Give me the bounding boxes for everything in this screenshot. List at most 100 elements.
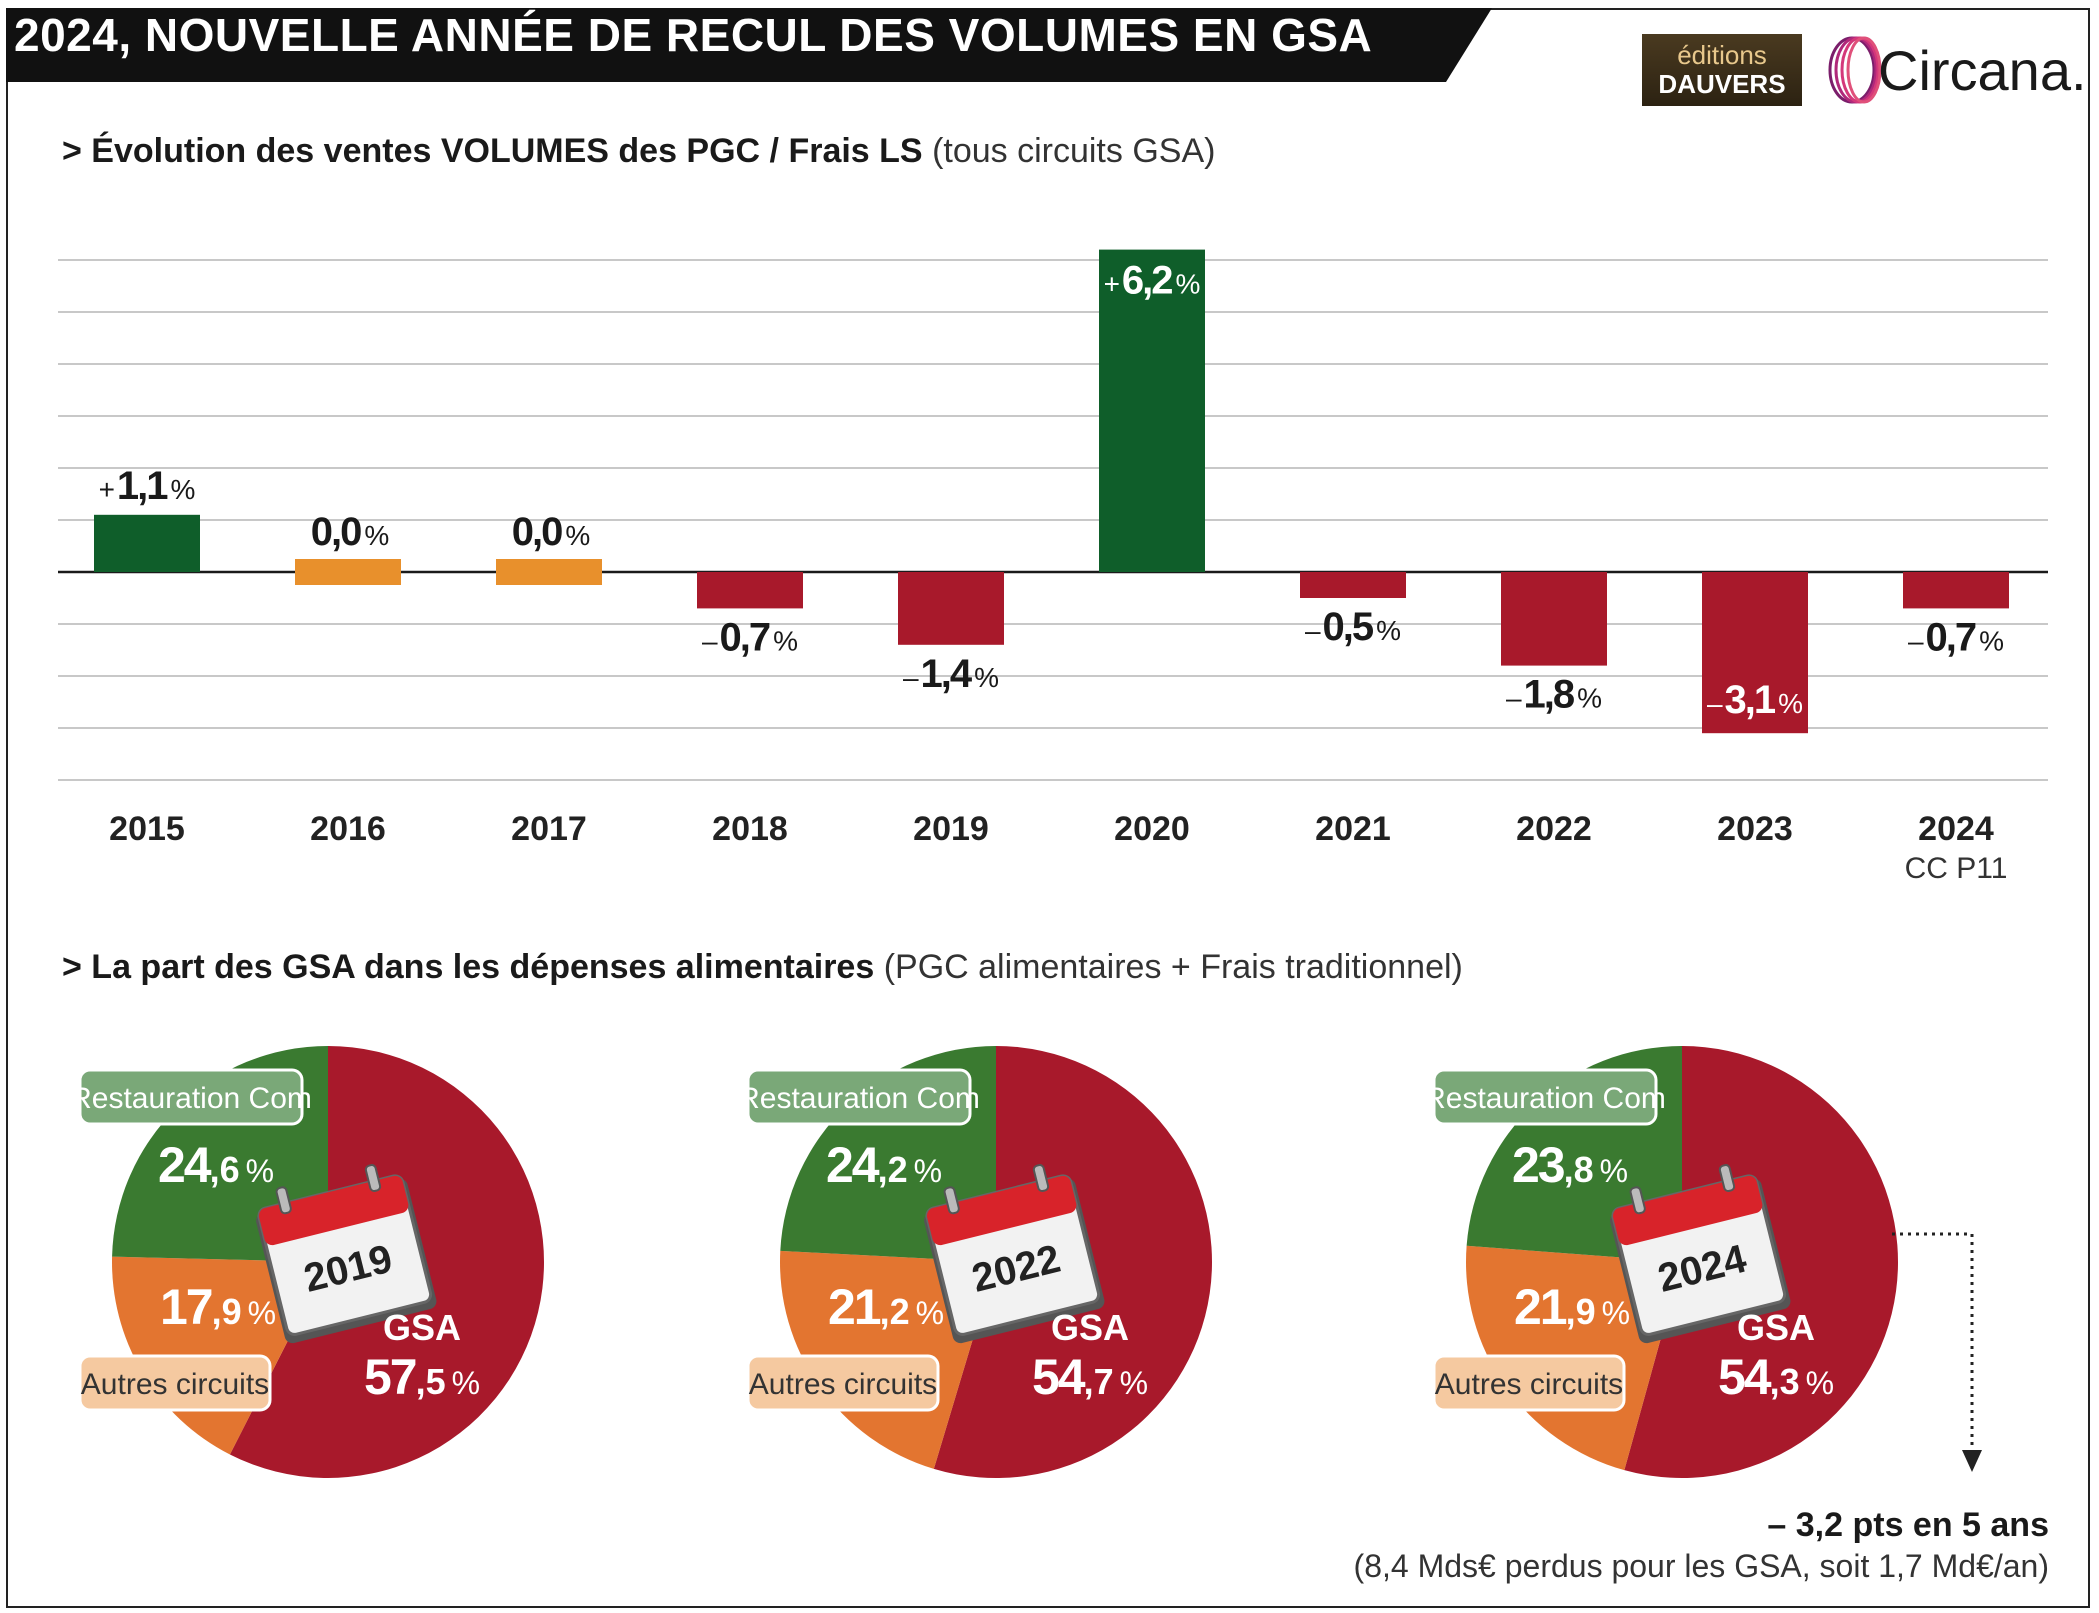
pie-value-unit: % bbox=[914, 1153, 942, 1189]
bar-2016 bbox=[295, 559, 401, 585]
footnote-main: – 3,2 pts en 5 ans bbox=[1767, 1506, 2049, 1544]
pie-gsa-label: GSA bbox=[1737, 1307, 1815, 1348]
pie-value-dec: ,8 bbox=[1564, 1149, 1594, 1190]
bar-year-label: 2023 bbox=[1717, 810, 1793, 848]
pie-value-unit: % bbox=[1600, 1153, 1628, 1189]
bar-value-unit: % bbox=[1577, 683, 1602, 714]
pie-gsa-label: GSA bbox=[1051, 1307, 1129, 1348]
bar-value-unit: % bbox=[974, 662, 999, 693]
pie-value-unit: % bbox=[246, 1153, 274, 1189]
pie-value-dec: ,5 bbox=[416, 1361, 446, 1402]
pie-value-label: 57,5% bbox=[364, 1349, 480, 1405]
circana-rings-icon bbox=[1828, 36, 1882, 104]
logo-dauvers: éditions DAUVERS bbox=[1642, 34, 1802, 106]
section1-title: > Évolution des ventes VOLUMES des PGC /… bbox=[62, 132, 923, 170]
pie-value-unit: % bbox=[1602, 1295, 1630, 1331]
bar-year-label: 2019 bbox=[913, 810, 989, 848]
bar-value-label: +6,2% bbox=[1104, 259, 1201, 303]
calendar-header bbox=[1612, 1175, 1763, 1246]
bar-value-unit: % bbox=[1778, 688, 1803, 719]
pie-value-dec: ,6 bbox=[210, 1149, 240, 1190]
bar-value-unit: % bbox=[565, 520, 590, 551]
bar-value-label: –0,7% bbox=[1908, 615, 2004, 659]
pie-value-label: 21,9% bbox=[1514, 1279, 1630, 1335]
bar-value-label: –0,7% bbox=[702, 615, 798, 659]
bar-2019 bbox=[898, 572, 1004, 645]
bar-value-sign: – bbox=[1305, 615, 1321, 646]
bar-2023 bbox=[1702, 572, 1808, 734]
bar-year-label: 2022 bbox=[1516, 810, 1592, 848]
bar-marks: +1,1 %0,0% 0,0 %–0,7 %–1,4 %+6,2 %–0,5 %–1,8% –3… bbox=[94, 249, 2009, 734]
pie-gsa-label: GSA bbox=[383, 1307, 461, 1348]
bar-value-number: 0,7 bbox=[1926, 615, 1976, 659]
pie-value-label: 21,2% bbox=[828, 1279, 944, 1335]
calendar-icon: 2022 bbox=[924, 1164, 1105, 1344]
bar-value-number: 6,2 bbox=[1122, 259, 1172, 303]
pie-value-label: 17,9% bbox=[160, 1279, 276, 1335]
autres-pill bbox=[746, 1354, 940, 1412]
pie-value-int: 17 bbox=[160, 1279, 212, 1335]
autres-pill bbox=[78, 1354, 272, 1412]
bar-value-sign: – bbox=[1908, 625, 1924, 656]
logo-circana: Circana. bbox=[1826, 30, 2087, 110]
pie-value-dec: ,9 bbox=[1566, 1291, 1596, 1332]
restauration-pill bbox=[78, 1068, 304, 1126]
pie-value-int: 57 bbox=[364, 1349, 416, 1405]
calendar-header bbox=[926, 1175, 1077, 1246]
calendar-ring bbox=[943, 1186, 960, 1215]
restauration-pill bbox=[1432, 1068, 1658, 1126]
pie-value-int: 54 bbox=[1718, 1349, 1772, 1405]
calendar-icon: 2019 bbox=[256, 1164, 437, 1344]
bar-value-sign: – bbox=[1707, 688, 1723, 719]
bar-chart: +1,1 %0,0% 0,0 %–0,7 %–1,4 %+6,2 %–0,5 %–1,8% –3… bbox=[58, 249, 2048, 885]
title-band bbox=[6, 8, 1492, 82]
pie-value-label: 24,2% bbox=[826, 1137, 942, 1193]
pie-value-int: 24 bbox=[826, 1137, 880, 1193]
pie-value-unit: % bbox=[916, 1295, 944, 1331]
bar-value-unit: % bbox=[1979, 625, 2004, 656]
bar-value-unit: % bbox=[773, 625, 798, 656]
autres-pill-text: Autres circuits bbox=[81, 1368, 269, 1401]
logo-circana-text: Circana. bbox=[1878, 39, 2087, 102]
bar-value-sign: – bbox=[903, 662, 919, 693]
bar-2018 bbox=[697, 572, 803, 609]
bar-year-label: 2015 bbox=[109, 810, 185, 848]
calendar-ring bbox=[1032, 1164, 1050, 1193]
section1-heading: > Évolution des ventes VOLUMES des PGC /… bbox=[62, 132, 1215, 171]
dotted-connector bbox=[1892, 1232, 1974, 1452]
bar-2020 bbox=[1099, 249, 1205, 572]
pie-value-int: 23 bbox=[1512, 1137, 1564, 1193]
pie-value-unit: % bbox=[248, 1295, 276, 1331]
bar-value-number: 1,1 bbox=[117, 464, 168, 508]
bar-value-number: 0,0 bbox=[311, 510, 361, 554]
calendar-ring bbox=[275, 1186, 292, 1215]
pie-value-dec: ,9 bbox=[212, 1291, 242, 1332]
page-title: 2024, NOUVELLE ANNÉE DE RECUL DES VOLUME… bbox=[14, 9, 1373, 61]
restauration-pill-text: Restauration Com bbox=[738, 1082, 980, 1115]
bar-value-sign: + bbox=[99, 474, 115, 505]
bar-year-label: 2020 bbox=[1114, 810, 1190, 848]
bar-value-label: 0,0% bbox=[311, 510, 390, 554]
bar-value-number: 1,4 bbox=[921, 652, 973, 696]
pie-value-label: 24,6% bbox=[158, 1137, 274, 1193]
pie-value-label: 54,3% bbox=[1718, 1349, 1834, 1405]
restauration-pill bbox=[746, 1068, 972, 1126]
bar-value-unit: % bbox=[364, 520, 389, 551]
bar-year-label: 2018 bbox=[712, 810, 788, 848]
pie-value-int: 54 bbox=[1032, 1349, 1086, 1405]
section2-title: > La part des GSA dans les dépenses alim… bbox=[62, 948, 875, 986]
bar-year-label: 2016 bbox=[310, 810, 386, 848]
bar-year-sublabel: CC P11 bbox=[1905, 852, 2008, 885]
bar-2022 bbox=[1501, 572, 1607, 666]
restauration-pill-text: Restauration Com bbox=[1424, 1082, 1666, 1115]
section2-subtitle: (PGC alimentaires + Frais traditionnel) bbox=[883, 948, 1463, 986]
pie-value-unit: % bbox=[452, 1365, 480, 1401]
pie-value-int: 24 bbox=[158, 1137, 212, 1193]
bar-value-label: 0,0% bbox=[512, 510, 591, 554]
bar-value-label: –1,4% bbox=[903, 652, 999, 696]
bar-year-label: 2017 bbox=[511, 810, 587, 848]
bar-x-axis: 2015 2016 2017 2018 2019 2020 2021 2022 2023 2024… bbox=[109, 810, 2007, 885]
